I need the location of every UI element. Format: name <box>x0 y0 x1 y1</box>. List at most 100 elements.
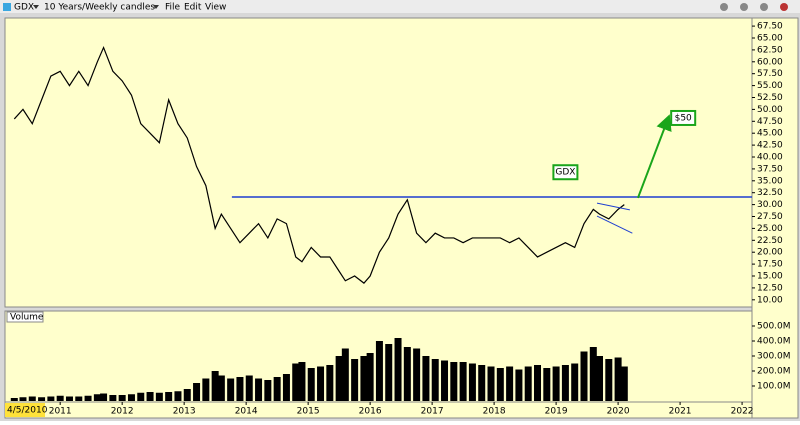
close-button[interactable] <box>780 3 788 11</box>
volume-bar <box>28 396 36 401</box>
volume-bar <box>351 359 359 401</box>
volume-bar <box>335 356 343 401</box>
volume-bar <box>137 392 145 401</box>
volume-bar <box>431 359 439 401</box>
panel-title-box <box>6 311 44 323</box>
price-panel <box>4 17 753 308</box>
y-tick-label: 47.50 <box>757 117 783 127</box>
volume-bar <box>165 392 173 401</box>
dropdown-icon <box>153 5 159 9</box>
x-tick-label: 2016 <box>359 407 382 417</box>
volume-bar <box>56 395 64 401</box>
settings-button[interactable] <box>720 3 728 11</box>
volume-bar <box>292 363 300 401</box>
volume-bar <box>255 378 263 401</box>
volume-bar <box>413 348 421 401</box>
y-tick-label: 67.50 <box>757 22 783 32</box>
volume-bar <box>307 368 315 401</box>
volume-bar <box>282 374 290 401</box>
menu-item[interactable]: File <box>165 3 181 13</box>
y-tick-label: 15.00 <box>757 272 783 282</box>
x-tick-label: 2015 <box>297 407 320 417</box>
volume-bar <box>478 365 486 401</box>
x-tick-label: 2011 <box>49 407 72 417</box>
volume-bar <box>441 360 449 401</box>
volume-bar <box>552 366 560 401</box>
y-tick-label: 45.00 <box>757 129 783 139</box>
volume-bar <box>264 380 272 401</box>
volume-bar <box>109 395 117 401</box>
volume-bar <box>155 392 163 401</box>
x-tick-label: 2014 <box>235 407 258 417</box>
volume-bar <box>245 375 253 401</box>
y-tick-label: 25.00 <box>757 224 783 234</box>
volume-bar <box>496 368 504 401</box>
y-tick-label: 30.00 <box>757 200 783 210</box>
annotation-box <box>670 109 697 126</box>
volume-bar <box>227 378 235 401</box>
volume-bar <box>561 365 569 401</box>
x-tick-label: 2022 <box>731 407 754 417</box>
y-tick-label: 42.50 <box>757 141 783 151</box>
volume-bar <box>459 362 467 401</box>
trend-line <box>596 202 630 211</box>
volume-bar <box>360 356 368 401</box>
menu-item[interactable]: View <box>205 3 226 13</box>
volume-bar <box>10 398 18 401</box>
volume-bar <box>487 366 495 401</box>
volume-bar <box>620 366 628 401</box>
interval[interactable]: 10 Years/Weekly candles <box>44 3 155 13</box>
volume-bar <box>506 366 514 401</box>
volume-bar <box>217 375 225 401</box>
maximize-button[interactable] <box>760 3 768 11</box>
x-tick-label: 2017 <box>421 407 444 417</box>
volume-bar <box>38 397 46 401</box>
volume-bar <box>605 359 613 401</box>
volume-bar <box>47 396 55 401</box>
volume-bar <box>614 357 622 401</box>
x-tick-label: 2020 <box>607 407 630 417</box>
volume-bar <box>193 383 201 401</box>
dropdown-icon <box>33 5 39 9</box>
volume-bar <box>450 362 458 401</box>
volume-bar <box>468 363 476 401</box>
volume-bar <box>298 362 306 401</box>
volume-bar <box>580 351 588 401</box>
volume-bar <box>84 395 92 401</box>
annotation-text: $50 <box>675 113 692 123</box>
minimize-button[interactable] <box>740 3 748 11</box>
volume-bar <box>174 391 182 401</box>
price-line <box>13 45 625 284</box>
menu-item[interactable]: Edit <box>184 3 202 13</box>
volume-bar <box>534 365 542 401</box>
y-tick-label: 55.00 <box>757 81 783 91</box>
y-tick-label: 57.50 <box>757 69 783 79</box>
symbol[interactable]: GDX <box>14 3 34 13</box>
volume-bar <box>273 377 281 401</box>
y-tick-label: 400.0M <box>757 337 791 347</box>
volume-bar <box>93 394 101 401</box>
target-arrow <box>637 114 672 199</box>
volume-bar <box>317 366 325 401</box>
volume-bar <box>422 356 430 401</box>
volume-bar <box>385 344 393 401</box>
y-tick-label: 20.00 <box>757 248 783 258</box>
volume-bar <box>394 338 402 401</box>
y-tick-label: 37.50 <box>757 164 783 174</box>
volume-bar <box>543 368 551 401</box>
y-tick-label: 65.00 <box>757 33 783 43</box>
y-tick-label: 32.50 <box>757 188 783 198</box>
trend-line <box>596 215 633 234</box>
volume-bar <box>127 394 135 401</box>
y-tick-label: 200.0M <box>757 367 791 377</box>
x-tick-label: 2019 <box>545 407 568 417</box>
y-tick-label: 50.00 <box>757 105 783 115</box>
volume-bar <box>100 393 108 401</box>
x-tick-label: 2013 <box>173 407 196 417</box>
y-tick-label: 52.50 <box>757 93 783 103</box>
volume-bar <box>589 347 597 401</box>
toolbar <box>0 0 800 13</box>
volume-bar <box>596 356 604 401</box>
x-tick-label: 2012 <box>111 407 134 417</box>
